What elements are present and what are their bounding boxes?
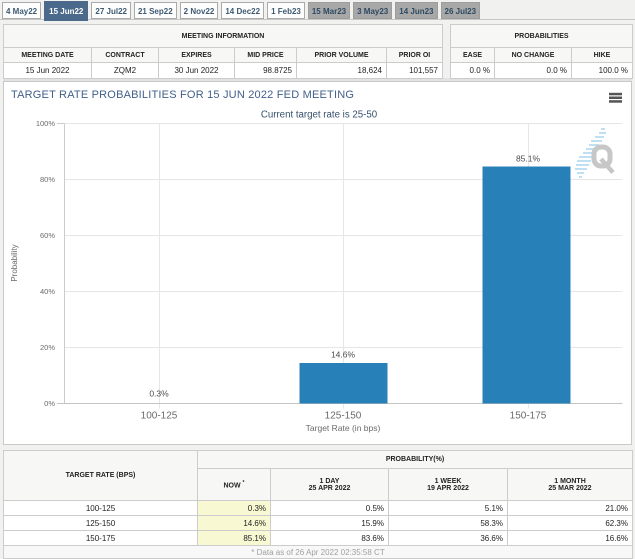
svg-text:85.1%: 85.1%	[516, 154, 541, 164]
svg-text:Target Rate (in bps): Target Rate (in bps)	[306, 423, 381, 433]
svg-text:100%: 100%	[36, 119, 56, 128]
svg-text:80%: 80%	[40, 175, 55, 184]
svg-text:0%: 0%	[44, 399, 55, 408]
svg-text:60%: 60%	[40, 231, 55, 240]
svg-text:Probability: Probability	[10, 244, 19, 281]
svg-text:20%: 20%	[40, 343, 55, 352]
svg-text:100-125: 100-125	[141, 411, 178, 422]
svg-text:Current target rate is 25-50: Current target rate is 25-50	[261, 110, 378, 121]
svg-text:40%: 40%	[40, 287, 55, 296]
svg-text:150-175: 150-175	[510, 411, 547, 422]
svg-text:125-150: 125-150	[325, 411, 362, 422]
svg-text:0.3%: 0.3%	[149, 389, 169, 399]
svg-text:14.6%: 14.6%	[331, 350, 356, 360]
